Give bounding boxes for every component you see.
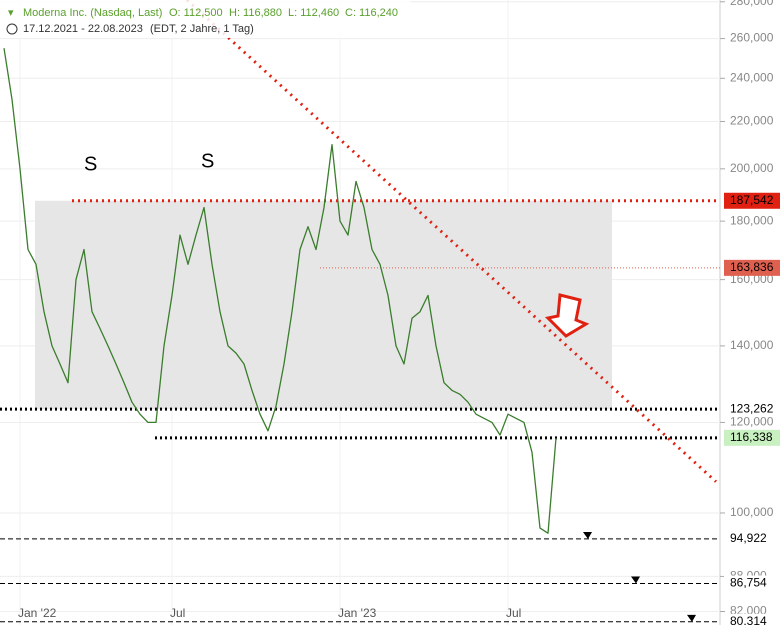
header-icon: ▾ (8, 7, 14, 19)
annotation: S (201, 150, 214, 172)
header-range: 17.12.2021 - 22.08.2023 (23, 23, 143, 35)
annotation: S (84, 153, 97, 175)
header-title: Moderna Inc. (Nasdaq, Last) (23, 7, 162, 19)
y-tick-label: 240,000 (730, 70, 774, 84)
level-label-bg (724, 530, 780, 547)
x-tick-label: Jul (170, 606, 185, 620)
header-bg (0, 0, 410, 38)
level-label: 116,338 (730, 430, 773, 444)
level-label-bg (724, 401, 780, 418)
y-tick-label: 100,000 (730, 505, 774, 519)
price-line (3, 48, 557, 534)
header-info: (EDT, 2 Jahre, 1 Tag) (150, 23, 254, 35)
x-tick-label: Jul (506, 606, 521, 620)
y-tick-label: 120,000 (730, 415, 774, 429)
level-label: 80,314 (730, 614, 767, 625)
level-label-bg (724, 575, 780, 592)
y-tick-label: 260,000 (730, 31, 774, 45)
header-close: C: 116,240 (345, 7, 398, 19)
header-low: L: 112,460 (288, 7, 339, 19)
arrow-head (631, 576, 640, 584)
level-label-bg (724, 429, 780, 446)
level-label: 163,836 (730, 260, 774, 274)
y-tick-label: 180,000 (730, 213, 774, 227)
level-label: 187,542 (730, 193, 774, 207)
y-tick-label: 140,000 (730, 338, 774, 352)
header-high: H: 116,880 (229, 7, 282, 19)
y-tick-label: 200,000 (730, 161, 774, 175)
level-label-bg (724, 259, 780, 276)
range-box (35, 200, 612, 410)
y-tick-label: 220,000 (730, 114, 774, 128)
trend-line (185, 0, 718, 483)
arrow-head (687, 614, 696, 622)
arrow-head (583, 531, 592, 539)
level-label: 123,262 (730, 401, 774, 415)
level-label: 86,754 (730, 576, 767, 590)
clock-icon (6, 23, 18, 35)
level-label-bg (724, 613, 780, 625)
x-tick-label: Jan '23 (338, 606, 377, 620)
y-tick-label: 280,000 (730, 0, 774, 8)
x-tick-label: Jan '22 (18, 606, 57, 620)
header-open: O: 112,500 (169, 7, 223, 19)
level-label-bg (724, 192, 780, 209)
down-arrow (544, 293, 590, 338)
level-label: 94,922 (730, 531, 767, 545)
